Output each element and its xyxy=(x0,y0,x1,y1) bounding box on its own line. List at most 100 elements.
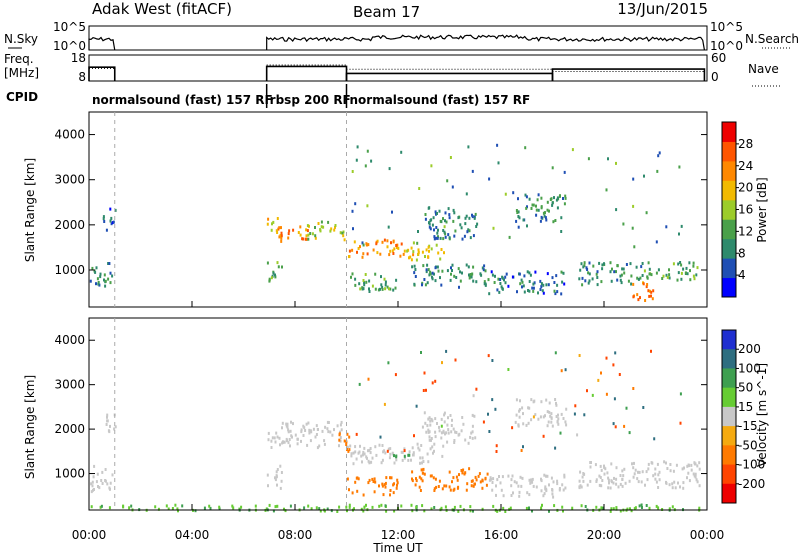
vel-cell-10-10 xyxy=(491,481,494,484)
power-cell-4-14 xyxy=(306,224,309,228)
vel-cell-12-74 xyxy=(502,506,505,510)
power-cell-6-34 xyxy=(376,251,379,255)
vel-cell-12-104 xyxy=(634,506,637,510)
freq-segment-2 xyxy=(345,72,554,81)
vel-cell-9-57 xyxy=(423,411,426,415)
power-cell-12-0 xyxy=(592,264,595,268)
vel-cell-9-54 xyxy=(471,436,474,440)
vel-cell-10-22 xyxy=(542,494,545,498)
date-title: 13/Jun/2015 xyxy=(617,0,708,18)
vel-cell-9-21 xyxy=(438,425,440,429)
power-cell-8-31 xyxy=(395,278,398,282)
vel-cell-2-40 xyxy=(292,422,294,426)
power-cell-6-1 xyxy=(367,243,370,247)
vel-scatter-69 xyxy=(454,358,457,362)
power-cell-14-10 xyxy=(692,261,695,265)
vel-cell-2-16 xyxy=(271,436,274,440)
vel-cell-11-77 xyxy=(621,477,624,481)
power-cell-14-7 xyxy=(689,269,691,273)
vel-cell-11-111 xyxy=(688,479,691,483)
cpid-segment-text-2: normalsound (fast) 157 RF xyxy=(350,93,531,107)
vel-cell-12-103 xyxy=(415,505,418,509)
vel-cell-9-60 xyxy=(426,424,429,428)
power-scatter-39 xyxy=(680,224,683,228)
power-cell-10-6 xyxy=(428,225,431,229)
vel-cell-12-98 xyxy=(218,507,221,511)
vel-scatter-50 xyxy=(522,445,524,449)
vel-cell-7-65 xyxy=(485,483,488,487)
power-cell-11-60 xyxy=(540,285,543,289)
vel-cell-0-7 xyxy=(111,473,114,477)
vel-cell-10-46 xyxy=(489,476,492,480)
vel-scatter-40 xyxy=(573,412,576,416)
power-cell-15-18 xyxy=(552,220,555,224)
power-cell-10-39 xyxy=(448,236,451,240)
vel-cell-12-1 xyxy=(629,507,631,511)
vel-cell-12-126 xyxy=(218,505,221,509)
power-scatter-5 xyxy=(361,241,364,245)
vel-cell-10-49 xyxy=(562,488,565,492)
power-cell-15-3 xyxy=(562,197,564,200)
vel-cell-6-14 xyxy=(381,484,384,488)
vel-cell-4-64 xyxy=(391,451,394,455)
vel-cell-13-16 xyxy=(557,417,560,421)
vel-cell-3-12 xyxy=(275,470,278,474)
vel-cell-13-26 xyxy=(562,417,565,420)
vel-cell-13-8 xyxy=(565,407,568,411)
power-cell-15-15 xyxy=(535,208,538,212)
power-scatter-49 xyxy=(370,159,373,163)
vel-cell-7-17 xyxy=(479,480,482,484)
vel-cell-13-40 xyxy=(522,422,525,426)
vel-cell-11-19 xyxy=(601,479,604,482)
power-cell-6-15 xyxy=(365,242,368,246)
vel-cell-10-30 xyxy=(510,494,513,497)
velocity-colorbar-band-4 xyxy=(722,406,736,427)
power-cell-10-36 xyxy=(468,229,471,233)
power-cell-3-11 xyxy=(297,231,300,234)
power-cell-11-65 xyxy=(501,276,504,280)
vel-cell-9-20 xyxy=(458,432,461,436)
vel-cell-9-31 xyxy=(449,414,452,417)
vel-cell-11-46 xyxy=(640,480,643,484)
power-scatter-62 xyxy=(633,245,636,249)
vel-cell-11-64 xyxy=(654,467,657,471)
power-cell-11-57 xyxy=(499,282,502,285)
power-cell-8-18 xyxy=(379,287,381,291)
power-cell-9-65 xyxy=(413,271,416,275)
power-cell-11-64 xyxy=(493,281,496,284)
power-cell-13-7 xyxy=(649,289,651,293)
power-cell-8-3 xyxy=(392,288,395,292)
power-cell-11-19 xyxy=(516,290,518,294)
power-cell-14-37 xyxy=(657,268,660,272)
vel-cell-9-8 xyxy=(470,431,473,435)
power-cell-10-44 xyxy=(430,218,433,222)
vel-cell-12-88 xyxy=(231,504,234,508)
power-cell-0-5 xyxy=(99,272,102,276)
power-cell-4-11 xyxy=(329,229,332,233)
vel-cell-11-35 xyxy=(671,486,674,490)
vel-cell-12-141 xyxy=(154,505,157,509)
power-cell-10-51 xyxy=(435,226,438,229)
vel-cell-12-29 xyxy=(360,507,363,511)
vel-cell-12-115 xyxy=(393,509,396,513)
vel-cell-10-35 xyxy=(501,475,504,479)
vel-cell-7-18 xyxy=(449,488,452,492)
power-cell-11-26 xyxy=(529,273,532,277)
power-cell-0-12 xyxy=(107,277,110,281)
power-scatter-51 xyxy=(678,232,680,236)
power-cell-11-14 xyxy=(528,289,531,293)
power-scatter-32 xyxy=(658,151,661,155)
vel-scatter-67 xyxy=(431,381,434,385)
vel-cell-10-32 xyxy=(543,492,546,496)
vel-cell-10-57 xyxy=(492,477,495,481)
velocity-colorbar-tick-label-3: 15 xyxy=(738,400,753,414)
power-cell-11-59 xyxy=(488,292,491,296)
power-cell-1-4 xyxy=(103,220,106,223)
power-cell-6-30 xyxy=(366,252,369,256)
vel-cell-9-53 xyxy=(427,417,430,421)
vel-cell-7-28 xyxy=(414,483,417,487)
power-cell-10-34 xyxy=(432,216,435,220)
vel-cell-9-39 xyxy=(450,430,453,434)
vel-cell-10-7 xyxy=(532,484,535,488)
